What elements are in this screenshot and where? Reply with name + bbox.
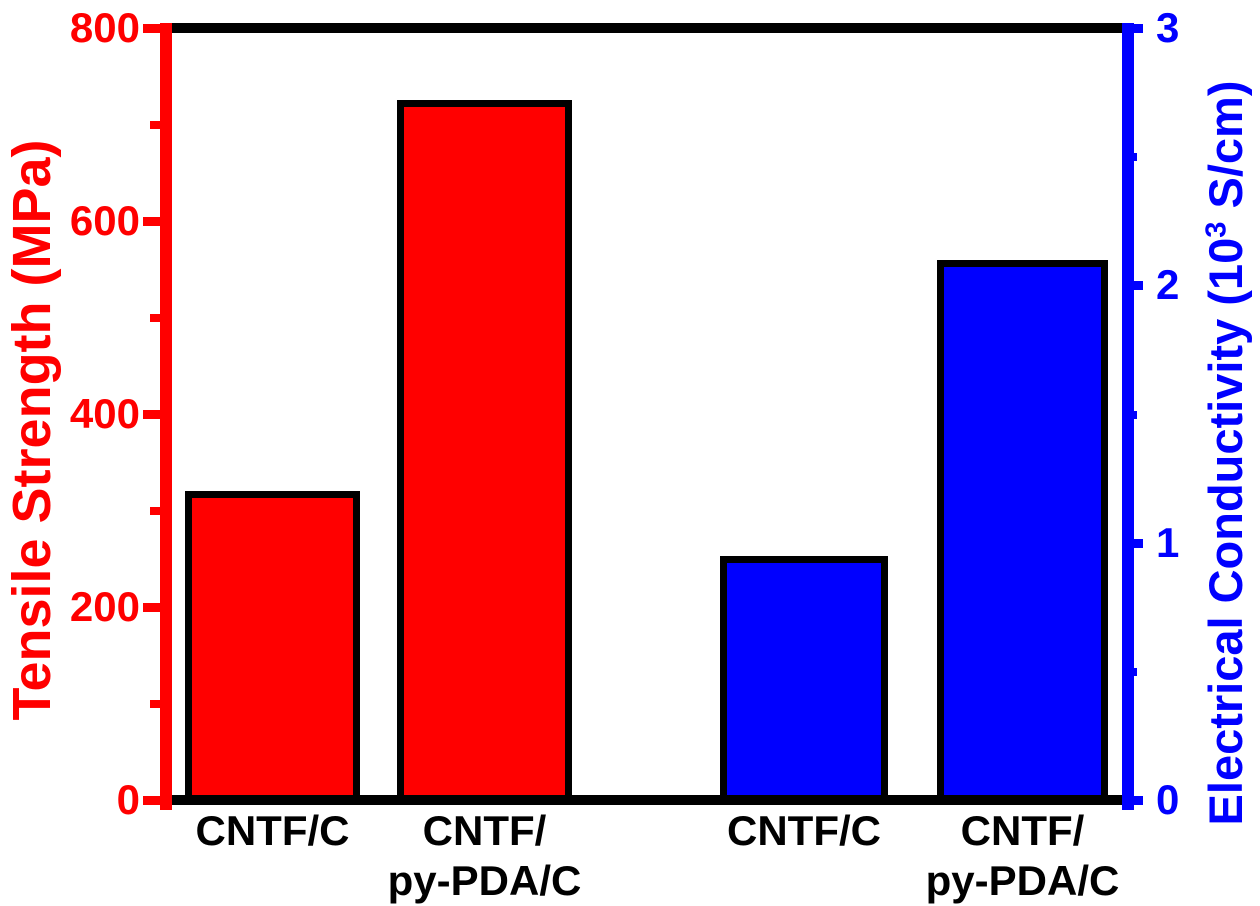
right-axis-tick-label: 2 xyxy=(1156,261,1180,309)
tick-labels-layer: CNTF/C CNTF/py-PDA/C CNTF/C CNTF/py-PDA/C 0 2… xyxy=(70,4,1179,904)
left-axis-minor-tick xyxy=(150,314,172,322)
left-axis-title: Tensile Strength (MPa) xyxy=(2,139,62,721)
left-axis-major-tick xyxy=(143,24,172,33)
right-axis-major-tick xyxy=(1122,796,1143,805)
left-axis-minor-tick xyxy=(150,121,172,129)
right-axis-minor-tick xyxy=(1122,153,1137,162)
plot-frame-bottom-x-axis xyxy=(160,795,1134,805)
left-axis-tick-label: 800 xyxy=(69,4,140,51)
bar-tensile-cntf-py-pda-c xyxy=(397,100,572,795)
tick-marks-layer xyxy=(143,24,1143,805)
left-axis-minor-tick xyxy=(150,700,172,708)
x-tick-label-line: py-PDA/C xyxy=(925,857,1120,904)
left-axis-tick-label: 200 xyxy=(69,583,140,630)
right-axis-tick-label: 3 xyxy=(1156,4,1180,51)
left-axis-tick-label: 600 xyxy=(69,197,140,244)
left-axis-major-tick xyxy=(143,217,172,226)
right-axis-title-superscript: 3 xyxy=(1200,221,1233,238)
left-axis-minor-tick xyxy=(150,507,172,515)
left-axis-major-tick xyxy=(143,603,172,612)
right-axis-minor-tick xyxy=(1122,410,1137,419)
right-axis-title-suffix: S/cm) xyxy=(1199,80,1252,222)
x-tick-label: CNTF/C xyxy=(103,806,443,856)
x-tick-label-line: CNTF/ xyxy=(960,807,1085,854)
right-axis-tick-label: 1 xyxy=(1156,518,1180,566)
right-axis-major-tick xyxy=(1122,24,1143,33)
bar-conductivity-cntf-py-pda-c xyxy=(937,259,1108,795)
bars-layer xyxy=(172,28,1122,800)
right-axis-major-tick xyxy=(1122,281,1143,291)
right-axis-tick-label: 0 xyxy=(1156,776,1180,823)
x-tick-label: CNTF/C xyxy=(634,806,974,856)
x-tick-label: CNTF/py-PDA/C xyxy=(315,806,655,906)
x-tick-label: CNTF/py-PDA/C xyxy=(853,806,1193,906)
x-tick-label-line: CNTF/C xyxy=(195,807,350,854)
plot-frame-top xyxy=(160,23,1134,33)
right-axis-minor-tick xyxy=(1122,667,1137,676)
left-axis-major-tick xyxy=(143,410,172,419)
x-tick-label-line: py-PDA/C xyxy=(387,857,582,904)
x-tick-label-line: CNTF/C xyxy=(727,807,881,854)
left-axis-major-tick xyxy=(143,796,172,805)
right-axis-major-tick xyxy=(1122,538,1143,548)
left-axis-tick-label: 400 xyxy=(69,390,140,437)
left-axis-tick-label: 0 xyxy=(116,776,140,823)
right-axis-title: Electrical Conductivity (103 S/cm) xyxy=(1194,0,1258,906)
bar-tensile-cntf-c xyxy=(185,491,360,795)
bar-conductivity-cntf-c xyxy=(720,555,888,795)
x-tick-label-line: CNTF/ xyxy=(422,807,547,854)
